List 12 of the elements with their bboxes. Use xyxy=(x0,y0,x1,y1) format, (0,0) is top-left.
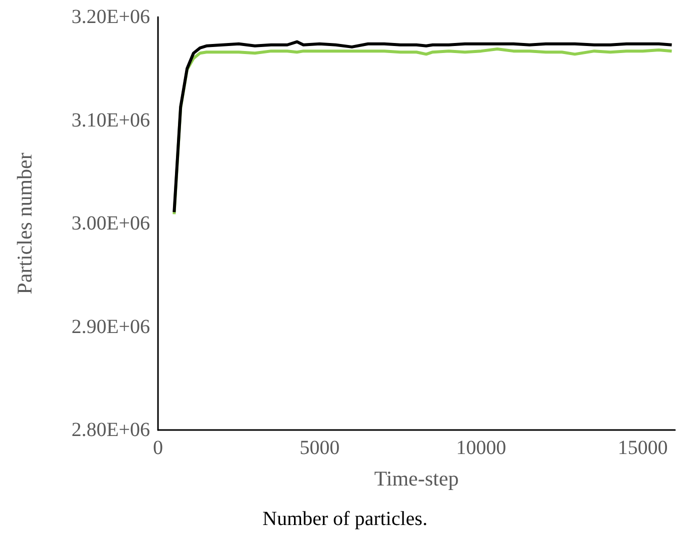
y-tick-label: 2.80E+06 xyxy=(72,419,150,441)
y-tick-label: 2.90E+06 xyxy=(72,316,150,338)
y-tick-label: 3.00E+06 xyxy=(72,212,150,234)
y-tick-label: 3.20E+06 xyxy=(72,6,150,28)
y-axis-title: Particles number xyxy=(12,152,36,294)
text: Number of particles. xyxy=(262,508,428,531)
x-tick-label: 5000 xyxy=(300,437,340,459)
y-tick-label: 3.10E+06 xyxy=(72,109,150,132)
x-tick-label: 15000 xyxy=(618,437,668,459)
x-axis-title: Time-step xyxy=(374,466,459,490)
x-tick-label: 10000 xyxy=(456,437,506,459)
x-tick-label: 0 xyxy=(153,437,163,459)
